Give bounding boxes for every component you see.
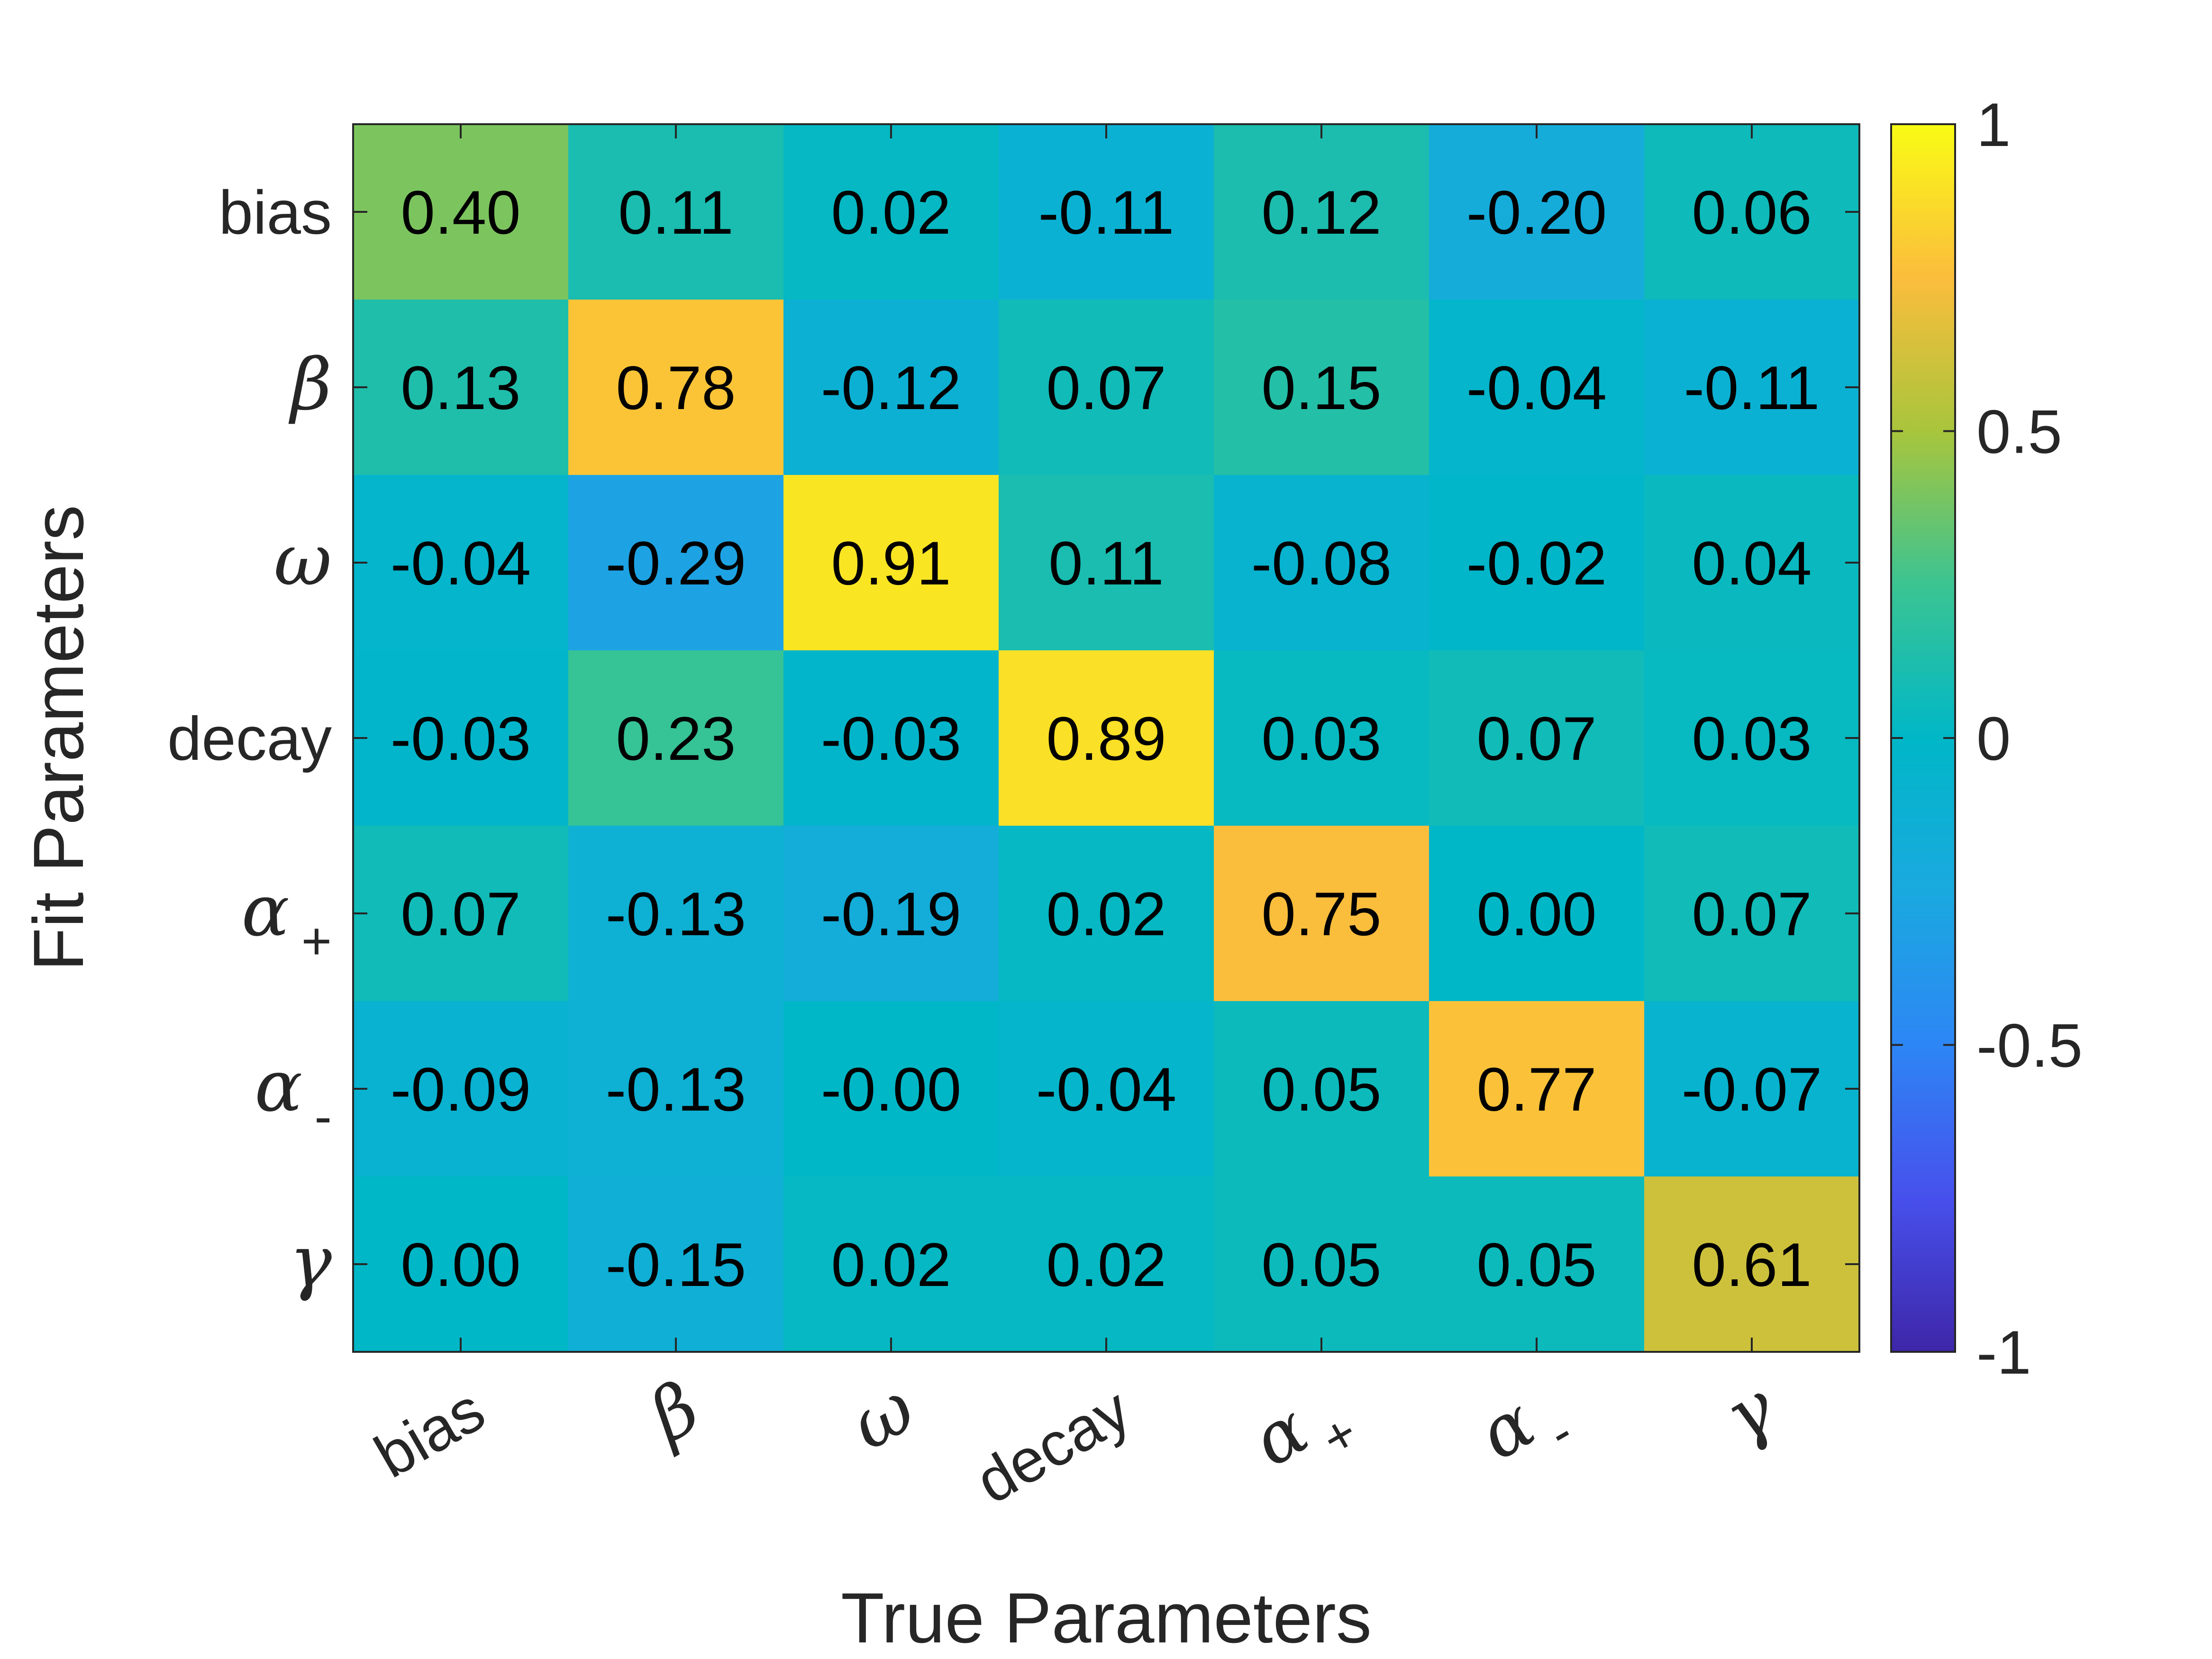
x-axis-tick-labels: bias β ω decay α+ α-γ <box>363 1366 1789 1516</box>
cell-value-label: 0.07 <box>1692 879 1811 948</box>
colorbar-tick-label: -1 <box>1976 1318 2031 1387</box>
cell-value-label: 0.02 <box>1046 1230 1166 1299</box>
y-tick-label: decay <box>167 704 332 773</box>
cell-value-label: 0.15 <box>1261 353 1381 422</box>
colorbar-tick-label: 0 <box>1976 704 2011 773</box>
cell-value-label: 0.00 <box>401 1230 520 1299</box>
cell-value-label: 0.07 <box>1476 704 1596 773</box>
cell-value-label: -0.07 <box>1682 1055 1822 1124</box>
cell-value-label: -0.00 <box>821 1055 961 1124</box>
colorbar-tick-label: -0.5 <box>1976 1011 2083 1080</box>
x-tick-label: decay <box>965 1375 1141 1517</box>
cell-value-label: -0.20 <box>1466 178 1607 247</box>
cell-value-label: -0.03 <box>821 704 961 773</box>
y-tick-label: bias <box>219 178 332 247</box>
x-axis-title: True Parameters <box>841 1578 1372 1658</box>
cell-value-label: 0.05 <box>1261 1230 1381 1299</box>
cell-value-label: 0.03 <box>1692 704 1811 773</box>
y-tick-label: α- <box>255 1045 332 1146</box>
cell-value-label: -0.11 <box>1038 178 1174 247</box>
x-tick-label: β <box>634 1366 713 1459</box>
cell-value-label: -0.04 <box>391 529 531 598</box>
x-tick-label: α+ <box>1239 1366 1367 1498</box>
cell-value-label: 0.02 <box>1046 879 1166 948</box>
cell-value-label: 0.77 <box>1476 1055 1596 1124</box>
colorbar-tick-label: 0.5 <box>1976 397 2062 466</box>
cell-value-label: -0.15 <box>606 1230 746 1299</box>
cell-value-label: -0.19 <box>821 879 961 948</box>
cell-value-label: 0.03 <box>1261 704 1381 773</box>
cell-value-label: 0.23 <box>616 704 736 773</box>
y-axis-title: Fit Parameters <box>18 505 98 971</box>
x-tick-label: ω <box>837 1366 928 1467</box>
x-tick-label: γ <box>1711 1366 1789 1459</box>
cell-value-label: 0.06 <box>1692 178 1811 247</box>
cell-value-label: 0.78 <box>616 353 736 422</box>
cell-value-label: -0.02 <box>1466 529 1607 598</box>
cell-value-label: 0.00 <box>1476 879 1596 948</box>
cell-value-label: 0.04 <box>1692 529 1811 598</box>
cell-value-label: 0.02 <box>831 1230 951 1299</box>
cell-value-label: 0.11 <box>618 178 733 247</box>
cell-value-label: -0.04 <box>1466 353 1607 422</box>
cell-value-label: -0.09 <box>391 1055 531 1124</box>
cell-value-label: -0.04 <box>1036 1055 1176 1124</box>
cell-value-label: 0.12 <box>1261 178 1381 247</box>
y-tick-label: β <box>288 344 332 426</box>
x-tick-label: α- <box>1466 1366 1583 1492</box>
cell-value-label: 0.75 <box>1261 879 1381 948</box>
cell-value-label: -0.12 <box>821 353 961 422</box>
cell-value-label: 0.07 <box>401 879 520 948</box>
cell-value-label: -0.13 <box>606 1055 746 1124</box>
cell-value-label: 0.07 <box>1046 353 1166 422</box>
cell-value-label: 0.91 <box>831 529 951 598</box>
y-tick-label: α + <box>241 870 332 970</box>
cell-value-label: 0.05 <box>1261 1055 1381 1124</box>
cell-value-label: 0.89 <box>1046 704 1166 773</box>
x-tick-label: bias <box>363 1375 496 1491</box>
cell-value-label: -0.29 <box>606 529 746 598</box>
cell-value-label: 0.40 <box>401 178 520 247</box>
colorbar-tick-label: 1 <box>1976 90 2011 159</box>
cell-value-label: -0.08 <box>1251 529 1392 598</box>
cell-value-label: 0.05 <box>1476 1230 1596 1299</box>
cell-value-label: -0.13 <box>606 879 746 948</box>
cell-value-label: 0.13 <box>401 353 520 422</box>
cell-value-label: -0.11 <box>1684 353 1820 422</box>
cell-value-label: -0.03 <box>391 704 531 773</box>
y-tick-label: ω <box>274 519 332 602</box>
cell-value-label: 0.02 <box>831 178 951 247</box>
y-axis-tick-labels: bias β ω decay α + α -γ <box>167 178 332 1303</box>
y-tick-label: γ <box>289 1221 332 1303</box>
cell-value-label: 0.61 <box>1692 1230 1811 1299</box>
cell-value-label: 0.11 <box>1048 529 1164 598</box>
